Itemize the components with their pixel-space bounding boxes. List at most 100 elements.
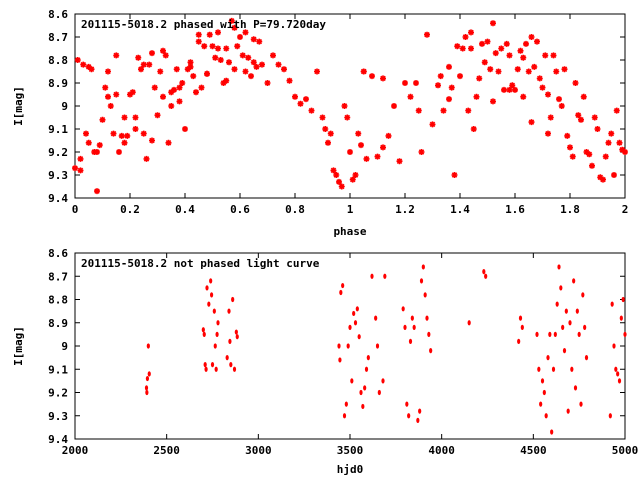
data-point [77,167,84,174]
y-tick-label: 9.4 [48,433,68,446]
data-point [594,126,601,132]
data-point [179,80,186,86]
data-point [118,132,125,139]
y-tick-label: 9.1 [48,123,68,136]
data-point [88,66,95,73]
data-point [259,61,265,68]
data-point [465,107,472,114]
data-point [72,165,78,172]
data-point [319,114,326,121]
data-point [363,385,367,391]
data-point [616,139,623,146]
data-point [407,413,411,419]
data-point [223,77,230,84]
data-point [448,84,455,91]
data-point [361,403,365,410]
data-point [80,61,87,68]
data-point [370,273,374,279]
data-point [561,324,565,330]
data-point [355,130,362,137]
data-point [551,366,556,372]
data-point [534,38,540,45]
data-point [210,362,215,368]
data-point [548,331,552,337]
phased-light-curve-chart: 0 0.2 0.4 0.6 0.8 1 1.2 1.4 1.6 1.8 2 8.6 8.7 8.8 8.9 9… [12,8,628,238]
data-point [462,34,469,40]
data-point [237,34,243,40]
data-point [245,54,252,61]
data-point [138,66,144,73]
data-point [490,98,496,105]
data-point [364,366,369,372]
data-point [424,31,430,38]
chart-title: 201115-5018.2 not phased light curve [81,257,320,270]
data-point [381,378,385,384]
data-point [184,66,191,73]
data-point [402,80,408,86]
data-point [531,63,538,70]
data-point [270,52,276,59]
y-tick-label: 8.9 [48,77,68,90]
data-point [415,107,422,114]
data-point [231,296,235,303]
data-point [583,149,590,155]
data-point [495,68,502,75]
data-point [523,40,529,47]
data-point [514,66,521,73]
data-point [501,86,507,93]
data-point [121,114,128,121]
data-point [292,93,298,100]
data-point [264,80,271,86]
y-tick-label: 9 [61,340,68,353]
data-point [198,84,205,91]
data-point [421,264,425,270]
data-point [146,61,153,68]
x-tick-label: 3000 [245,444,272,457]
data-point [132,126,139,132]
data-point [203,362,207,368]
data-point [446,63,452,70]
x-axis-label: phase [333,225,366,238]
data-point [542,389,546,396]
x-tick-label: 1.8 [560,203,580,216]
data-point [338,183,345,190]
data-point [413,80,419,86]
data-point [562,348,567,354]
x-tick-label: 1.2 [395,203,415,216]
data-point [602,153,609,160]
data-point [391,103,397,109]
data-point [484,273,488,279]
data-point [359,389,363,396]
data-point [160,93,166,100]
data-point [617,378,622,384]
data-point [520,54,527,61]
data-point [564,132,571,139]
data-point [350,378,354,384]
data-point [275,61,282,68]
data-point [162,52,169,59]
y-tick-label: 9.1 [48,363,68,376]
data-point [555,301,559,307]
y-axis-label: I[mag] [12,86,25,126]
data-point [509,82,516,89]
data-point [545,91,551,98]
data-point [171,86,177,93]
data-point [547,114,554,121]
x-tick-label: 3500 [337,444,364,457]
y-tick-label: 8.7 [48,270,68,283]
data-point [512,86,518,93]
data-point [349,176,356,183]
data-point [380,144,386,151]
data-point [113,91,120,98]
data-point [99,116,106,123]
data-point [374,153,381,160]
data-point [520,93,527,100]
x-tick-label: 2000 [62,444,89,457]
data-point [157,68,164,75]
data-point [207,301,211,307]
data-point [195,38,202,45]
data-point [605,139,612,146]
data-point [190,73,197,80]
data-point [147,371,151,377]
